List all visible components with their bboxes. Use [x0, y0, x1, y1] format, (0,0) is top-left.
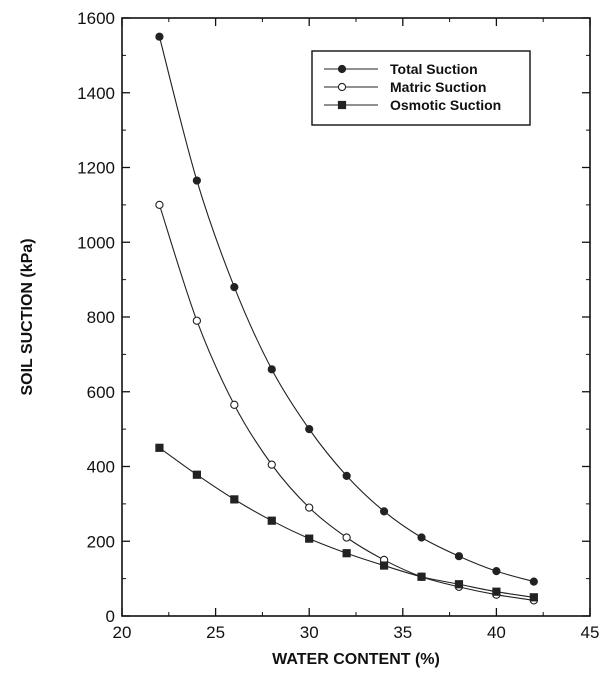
y-tick-label: 800	[87, 308, 115, 327]
data-point	[492, 587, 501, 596]
data-point	[454, 580, 464, 589]
data-point	[192, 176, 201, 185]
x-axis-title: WATER CONTENT (%)	[272, 651, 440, 668]
data-point	[230, 400, 239, 409]
data-point	[417, 572, 426, 581]
axis-ticks	[121, 17, 591, 617]
data-point	[230, 283, 239, 292]
series-matric-suction	[155, 200, 538, 605]
y-tick-label: 600	[87, 383, 115, 402]
legend-label: Total Suction	[390, 61, 478, 77]
x-tick-label: 25	[206, 623, 225, 642]
data-point	[529, 593, 538, 602]
data-point	[454, 552, 464, 561]
x-tick-label: 35	[393, 623, 412, 642]
data-point	[342, 533, 351, 542]
data-point	[267, 460, 276, 469]
legend-marker	[337, 64, 347, 74]
data-point	[305, 503, 314, 512]
data-point	[342, 471, 351, 480]
legend-item: Osmotic Suction	[324, 97, 501, 113]
data-point	[155, 32, 164, 41]
data-point	[417, 533, 426, 542]
data-point	[379, 507, 389, 516]
x-tick-label: 40	[487, 623, 506, 642]
data-point	[529, 577, 538, 586]
legend-item: Matric Suction	[324, 79, 486, 95]
data-point	[305, 534, 314, 543]
legend-label: Matric Suction	[390, 79, 486, 95]
tick-labels: 0 200 400 600 800 1000 1200 1400 1600 20 25 30 35 40 4…	[77, 9, 599, 642]
legend-label: Osmotic Suction	[390, 97, 501, 113]
data-point	[267, 365, 276, 374]
y-axis-title: SOIL SUCTION (kPa)	[19, 238, 36, 395]
data-point	[155, 200, 164, 210]
legend-marker	[337, 82, 347, 92]
series-line	[159, 447, 534, 598]
series-line	[158, 204, 534, 601]
series-group	[155, 32, 538, 605]
data-point	[192, 470, 201, 479]
data-point	[305, 425, 314, 434]
legend-item: Total Suction	[324, 61, 478, 77]
y-tick-label: 0	[106, 607, 115, 626]
y-tick-label: 1400	[77, 84, 115, 103]
data-point	[492, 567, 501, 576]
legend-box	[311, 50, 531, 126]
series-total-suction	[155, 32, 538, 586]
series-osmotic-suction	[155, 443, 538, 602]
data-point	[192, 316, 202, 325]
data-point	[379, 561, 389, 570]
data-point	[155, 443, 164, 452]
legend-marker	[337, 100, 347, 110]
y-tick-label: 200	[87, 532, 115, 551]
legend: Total Suction Matric Suction Osmotic Sucti…	[311, 50, 531, 126]
y-tick-label: 400	[87, 458, 115, 477]
data-point	[230, 495, 239, 504]
x-tick-label: 30	[300, 623, 319, 642]
y-tick-label: 1600	[77, 9, 115, 28]
x-tick-label: 45	[581, 623, 600, 642]
x-tick-label: 20	[113, 623, 132, 642]
data-point	[267, 516, 276, 525]
data-point	[342, 549, 351, 558]
y-tick-label: 1200	[77, 159, 115, 178]
y-tick-label: 1000	[77, 233, 115, 252]
